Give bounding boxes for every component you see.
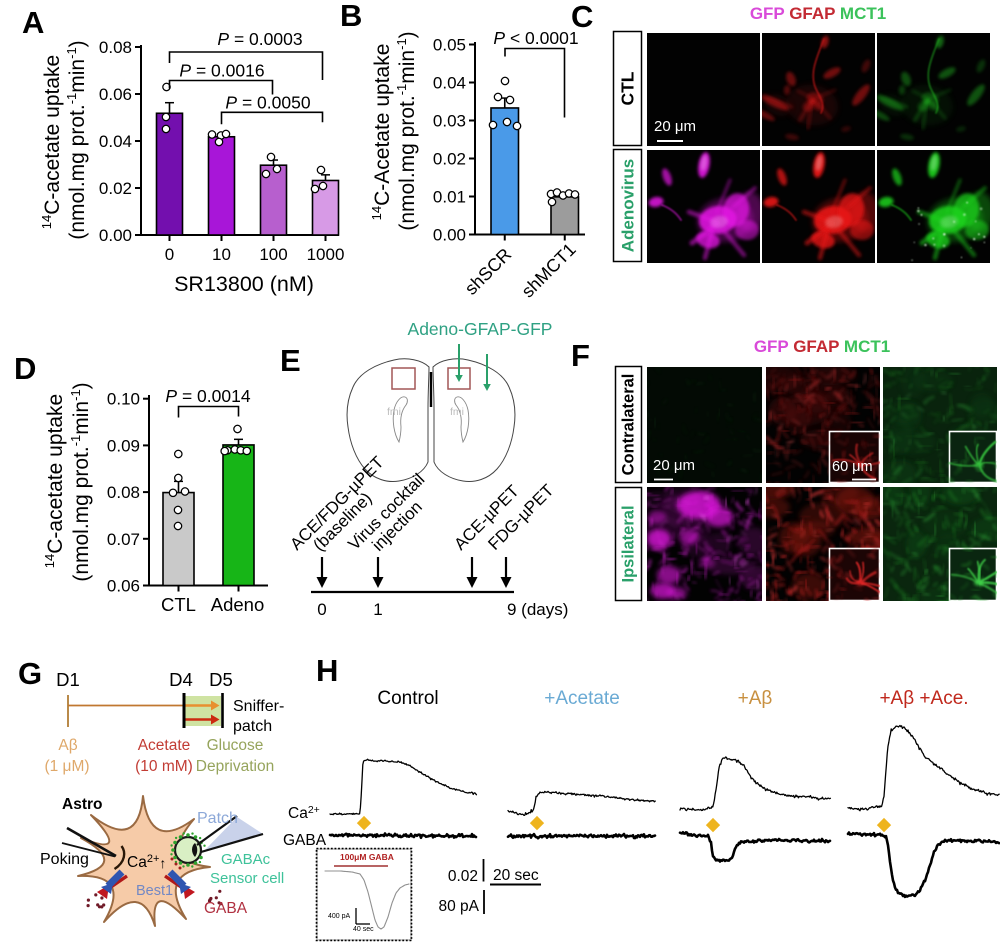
svg-text:P = 0.0016: P = 0.0016 xyxy=(179,61,264,81)
svg-text:0.01: 0.01 xyxy=(433,188,466,207)
svg-text:14C-acetate uptake: 14C-acetate uptake xyxy=(42,394,67,568)
svg-text:0.02: 0.02 xyxy=(448,868,478,885)
svg-text:Glucose: Glucose xyxy=(207,737,264,754)
svg-text:H: H xyxy=(316,653,338,688)
svg-text:Poking: Poking xyxy=(40,851,89,868)
svg-text:A: A xyxy=(22,5,44,40)
svg-text:20 sec: 20 sec xyxy=(493,867,539,884)
svg-text:Acetate: Acetate xyxy=(138,737,191,754)
svg-text:0.03: 0.03 xyxy=(433,112,466,131)
svg-text:0.06: 0.06 xyxy=(99,85,132,104)
svg-text:E: E xyxy=(280,343,301,378)
svg-text:(1 μM): (1 μM) xyxy=(44,758,89,775)
svg-text:Patch: Patch xyxy=(197,810,238,827)
svg-text:0.07: 0.07 xyxy=(107,530,140,549)
svg-text:Aβ: Aβ xyxy=(58,737,77,754)
svg-text:Sniffer-: Sniffer- xyxy=(233,698,284,715)
svg-text:CTL: CTL xyxy=(618,71,638,105)
svg-text:P = 0.0050: P = 0.0050 xyxy=(225,93,310,113)
svg-text:Astro: Astro xyxy=(62,796,102,813)
svg-text:14C-Acetate uptake: 14C-Acetate uptake xyxy=(369,44,394,221)
svg-text:CTL: CTL xyxy=(161,594,196,615)
svg-text:(nmol.mg prot.-1min-1): (nmol.mg prot.-1min-1) xyxy=(68,382,93,581)
svg-text:20 μm: 20 μm xyxy=(654,118,696,135)
svg-text:Deprivation: Deprivation xyxy=(196,758,274,775)
svg-text:patch: patch xyxy=(233,718,272,735)
svg-text:100μM GABA: 100μM GABA xyxy=(340,852,394,862)
svg-text:0.00: 0.00 xyxy=(433,226,466,245)
svg-text:Adeno-GFAP-GFP: Adeno-GFAP-GFP xyxy=(408,319,553,339)
svg-text:fmi: fmi xyxy=(387,406,401,418)
svg-text:GABA: GABA xyxy=(204,900,248,917)
svg-text:D1: D1 xyxy=(56,669,80,690)
svg-text:Sensor cell: Sensor cell xyxy=(210,870,284,887)
svg-text:+Acetate: +Acetate xyxy=(544,688,620,709)
svg-text:(nmol.mg prot.-1min-1): (nmol.mg prot.-1min-1) xyxy=(64,40,89,239)
svg-text:Control: Control xyxy=(377,688,438,709)
svg-text:GFP GFAP MCT1: GFP GFAP MCT1 xyxy=(754,337,890,356)
svg-text:100: 100 xyxy=(259,245,287,264)
svg-text:20 μm: 20 μm xyxy=(653,457,695,474)
svg-text:0.02: 0.02 xyxy=(99,179,132,198)
svg-text:14C-acetate uptake: 14C-acetate uptake xyxy=(39,55,64,229)
svg-text:SR13800 (nM): SR13800 (nM) xyxy=(174,272,314,296)
svg-text:0: 0 xyxy=(317,600,326,619)
svg-text:Contralateral: Contralateral xyxy=(620,374,638,476)
svg-text:GABA: GABA xyxy=(283,832,327,849)
svg-text:Adeno: Adeno xyxy=(211,594,265,615)
svg-text:10: 10 xyxy=(212,245,231,264)
svg-text:P = 0.0014: P = 0.0014 xyxy=(165,386,250,406)
svg-text:0.06: 0.06 xyxy=(107,577,140,596)
svg-text:+Aβ +Ace.: +Aβ +Ace. xyxy=(879,688,968,709)
svg-text:0.02: 0.02 xyxy=(433,150,466,169)
svg-text:D: D xyxy=(14,351,36,386)
svg-text:B: B xyxy=(340,0,362,33)
svg-text:1000: 1000 xyxy=(307,245,345,264)
svg-text:60 μm: 60 μm xyxy=(832,459,873,475)
svg-text:40 sec: 40 sec xyxy=(353,926,374,933)
svg-text:GFP GFAP MCT1: GFP GFAP MCT1 xyxy=(750,4,886,23)
svg-text:C: C xyxy=(571,0,593,34)
svg-text:0.09: 0.09 xyxy=(107,436,140,455)
svg-text:(nmol.mg prot.-1min-1): (nmol.mg prot.-1min-1) xyxy=(394,31,419,230)
svg-text:Ipsilateral: Ipsilateral xyxy=(620,505,638,582)
svg-text:0.04: 0.04 xyxy=(433,74,466,93)
svg-text:0.08: 0.08 xyxy=(99,38,132,57)
svg-text:P = 0.0003: P = 0.0003 xyxy=(217,29,302,49)
svg-text:D4: D4 xyxy=(169,669,193,690)
svg-text:0.10: 0.10 xyxy=(107,390,140,409)
svg-text:0: 0 xyxy=(165,245,174,264)
svg-text:1: 1 xyxy=(373,600,382,619)
svg-text:0.08: 0.08 xyxy=(107,483,140,502)
svg-text:+Aβ: +Aβ xyxy=(738,688,773,709)
svg-text:P < 0.0001: P < 0.0001 xyxy=(493,28,578,48)
svg-text:(10 mM): (10 mM) xyxy=(135,758,193,775)
svg-text:400 pA: 400 pA xyxy=(328,913,351,920)
svg-text:Ca2+↑: Ca2+↑ xyxy=(127,853,166,871)
svg-text:GABAc: GABAc xyxy=(221,851,271,868)
svg-text:0.05: 0.05 xyxy=(433,36,466,55)
svg-text:fmi: fmi xyxy=(450,406,464,418)
svg-text:0.00: 0.00 xyxy=(99,226,132,245)
svg-text:D5: D5 xyxy=(209,669,233,690)
svg-text:F: F xyxy=(571,338,590,373)
svg-text:G: G xyxy=(18,656,42,691)
svg-text:Best1: Best1 xyxy=(136,883,173,899)
svg-text:9 (days): 9 (days) xyxy=(507,600,568,619)
svg-text:80 pA: 80 pA xyxy=(438,898,479,915)
svg-text:Adenovirus: Adenovirus xyxy=(619,159,638,253)
svg-text:0.04: 0.04 xyxy=(99,132,132,151)
